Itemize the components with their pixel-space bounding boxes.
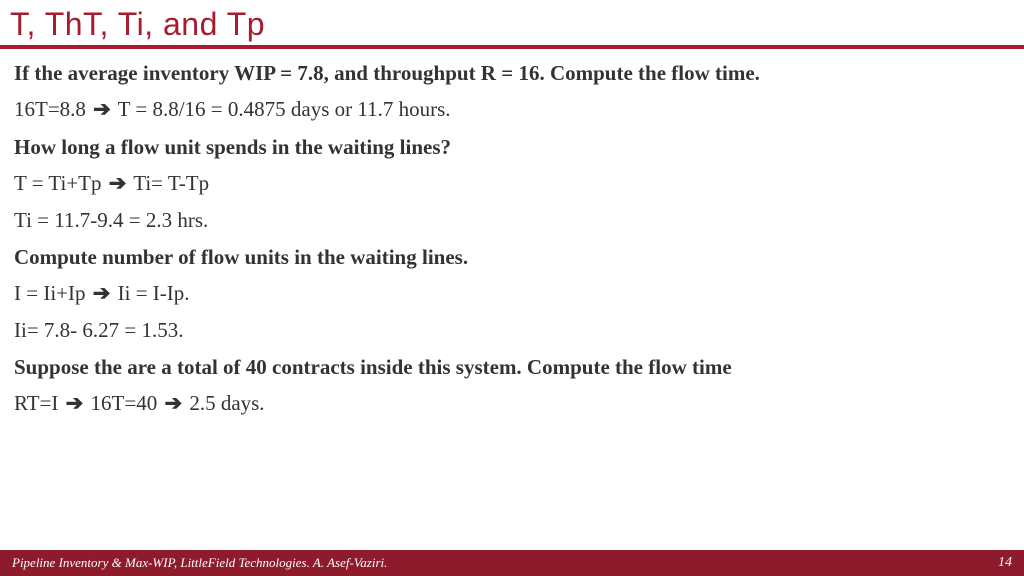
- arrow-icon: ➔: [107, 172, 129, 195]
- title-underline: [0, 45, 1024, 49]
- text-span: Ii = I-Ip.: [112, 281, 189, 305]
- body-line: Compute number of flow units in the wait…: [14, 243, 1010, 271]
- text-span: Ii= 7.8- 6.27 = 1.53.: [14, 318, 184, 342]
- text-span: RT=I: [14, 391, 64, 415]
- body-line: Ii= 7.8- 6.27 = 1.53.: [14, 316, 1010, 344]
- body-line: Suppose the are a total of 40 contracts …: [14, 353, 1010, 381]
- arrow-icon: ➔: [162, 392, 184, 415]
- body-line: T = Ti+Tp ➔ Ti= T-Tp: [14, 169, 1010, 198]
- slide-title: T, ThT, Ti, and Tp: [0, 0, 1024, 45]
- text-span: 16T=40: [85, 391, 162, 415]
- body-line: If the average inventory WIP = 7.8, and …: [14, 59, 1010, 87]
- arrow-icon: ➔: [91, 282, 113, 305]
- body-line: RT=I ➔ 16T=40 ➔ 2.5 days.: [14, 389, 1010, 418]
- text-span: 2.5 days.: [184, 391, 265, 415]
- slide-footer: Pipeline Inventory & Max-WIP, LittleFiel…: [0, 550, 1024, 576]
- footer-text: Pipeline Inventory & Max-WIP, LittleFiel…: [12, 555, 387, 571]
- text-span: 16T=8.8: [14, 97, 91, 121]
- slide: T, ThT, Ti, and Tp If the average invent…: [0, 0, 1024, 576]
- text-span: Compute number of flow units in the wait…: [14, 245, 468, 269]
- text-span: Ti = 11.7-9.4 = 2.3 hrs.: [14, 208, 208, 232]
- text-span: I = Ii+Ip: [14, 281, 91, 305]
- text-span: If the average inventory WIP = 7.8, and …: [14, 61, 760, 85]
- text-span: T = Ti+Tp: [14, 171, 107, 195]
- body-line: Ti = 11.7-9.4 = 2.3 hrs.: [14, 206, 1010, 234]
- text-span: How long a flow unit spends in the waiti…: [14, 135, 451, 159]
- text-span: Ti= T-Tp: [128, 171, 209, 195]
- text-span: T = 8.8/16 = 0.4875 days or 11.7 hours.: [113, 97, 451, 121]
- body-line: 16T=8.8 ➔ T = 8.8/16 = 0.4875 days or 11…: [14, 95, 1010, 124]
- text-span: Suppose the are a total of 40 contracts …: [14, 355, 732, 379]
- page-number: 14: [998, 555, 1012, 571]
- slide-content: If the average inventory WIP = 7.8, and …: [0, 55, 1024, 418]
- arrow-icon: ➔: [91, 98, 113, 121]
- body-line: I = Ii+Ip ➔ Ii = I-Ip.: [14, 279, 1010, 308]
- arrow-icon: ➔: [64, 392, 86, 415]
- body-line: How long a flow unit spends in the waiti…: [14, 133, 1010, 161]
